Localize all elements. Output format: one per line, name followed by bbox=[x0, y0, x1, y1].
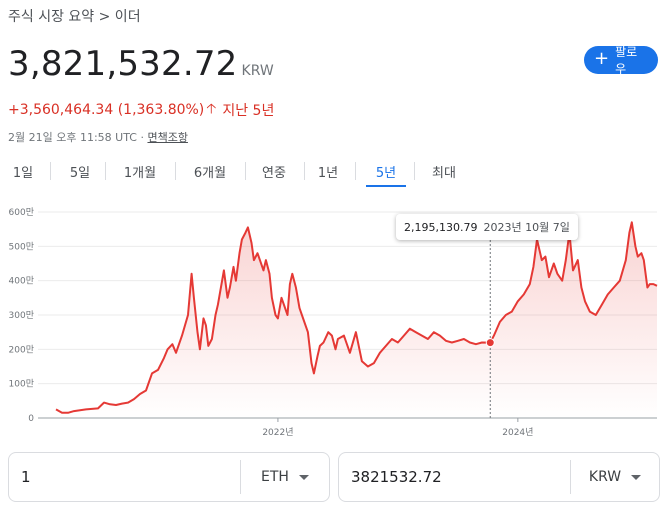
tab-1[interactable]: 1일 bbox=[12, 165, 34, 181]
y-tick-label: 400만 bbox=[9, 276, 34, 287]
divider bbox=[570, 460, 571, 494]
from-unit-select[interactable]: ETH bbox=[241, 453, 329, 501]
tab-separator bbox=[304, 162, 305, 180]
tab-separator bbox=[414, 162, 415, 180]
tab-7[interactable]: 5년 bbox=[366, 158, 406, 187]
timestamp-row: 2월 21일 오후 11:58 UTC · 면책조항 bbox=[8, 129, 188, 145]
chevron-down-icon bbox=[298, 474, 309, 480]
timestamp: 2월 21일 오후 11:58 UTC · bbox=[8, 131, 148, 144]
y-tick-label: 600만 bbox=[9, 207, 34, 218]
tab-separator bbox=[50, 162, 51, 180]
follow-label: 팔로우 bbox=[615, 45, 638, 76]
price-change: +3,560,464.34 (1,363.80%) 🡡 지난 5년 bbox=[8, 98, 274, 122]
to-unit-select[interactable]: KRW bbox=[571, 453, 659, 501]
to-amount-input[interactable]: 3821532.72 bbox=[351, 468, 442, 486]
chart-tooltip: 2,195,130.79 2023년 10월 7일 bbox=[396, 214, 578, 240]
y-tick-label: 200만 bbox=[9, 344, 34, 355]
highlight-point[interactable] bbox=[485, 338, 495, 348]
follow-button[interactable]: + 팔로우 bbox=[584, 45, 658, 76]
range-tabs: 1일 5일 1개월 6개월 연중 1년 5년 최대 bbox=[0, 158, 667, 187]
tab-5[interactable]: 연중 bbox=[262, 165, 286, 181]
breadcrumb[interactable]: 주식 시장 요약 > 이더 bbox=[8, 9, 141, 25]
converter-to: 3821532.72 KRW bbox=[338, 452, 660, 502]
price-currency: KRW bbox=[241, 63, 274, 79]
tab-3[interactable]: 1개월 bbox=[123, 165, 157, 181]
price-chart: 0 100만 200만 300만 400만 500만 600만 2022년 2024년 bbox=[9, 207, 658, 438]
converter-from: 1 ETH bbox=[8, 452, 330, 502]
y-tick-label: 0 bbox=[28, 414, 34, 424]
tab-separator bbox=[245, 162, 246, 180]
from-unit-label: ETH bbox=[261, 469, 289, 485]
disclaimer-link[interactable]: 면책조항 bbox=[147, 131, 188, 144]
tab-2[interactable]: 5일 bbox=[69, 165, 91, 181]
to-unit-label: KRW bbox=[588, 469, 622, 485]
change-value: +3,560,464.34 (1,363.80%) bbox=[8, 102, 205, 118]
x-tick-label: 2024년 bbox=[502, 427, 533, 438]
tab-separator bbox=[105, 162, 106, 180]
divider bbox=[240, 460, 241, 494]
tab-separator bbox=[355, 162, 356, 180]
arrow-up-icon: 🡡 bbox=[206, 101, 217, 117]
tooltip-date: 2023년 10월 7일 bbox=[483, 221, 570, 234]
price-area bbox=[56, 222, 657, 418]
chevron-down-icon bbox=[631, 474, 642, 480]
tab-8[interactable]: 최대 bbox=[432, 165, 456, 181]
current-price: 3,821,532.72 bbox=[8, 44, 238, 84]
y-tick-label: 300만 bbox=[9, 310, 34, 321]
tooltip-value: 2,195,130.79 bbox=[404, 220, 478, 234]
plus-icon: + bbox=[594, 48, 610, 69]
tab-4[interactable]: 6개월 bbox=[193, 165, 227, 181]
y-tick-label: 500만 bbox=[9, 241, 34, 252]
from-amount-input[interactable]: 1 bbox=[21, 468, 31, 486]
tab-6[interactable]: 1년 bbox=[317, 165, 339, 181]
tab-separator bbox=[175, 162, 176, 180]
y-tick-label: 100만 bbox=[9, 379, 34, 390]
price-row: 3,821,532.72 KRW bbox=[8, 44, 274, 84]
change-period: 지난 5년 bbox=[222, 103, 275, 119]
x-tick-label: 2022년 bbox=[262, 427, 293, 438]
price-line bbox=[55, 221, 658, 414]
